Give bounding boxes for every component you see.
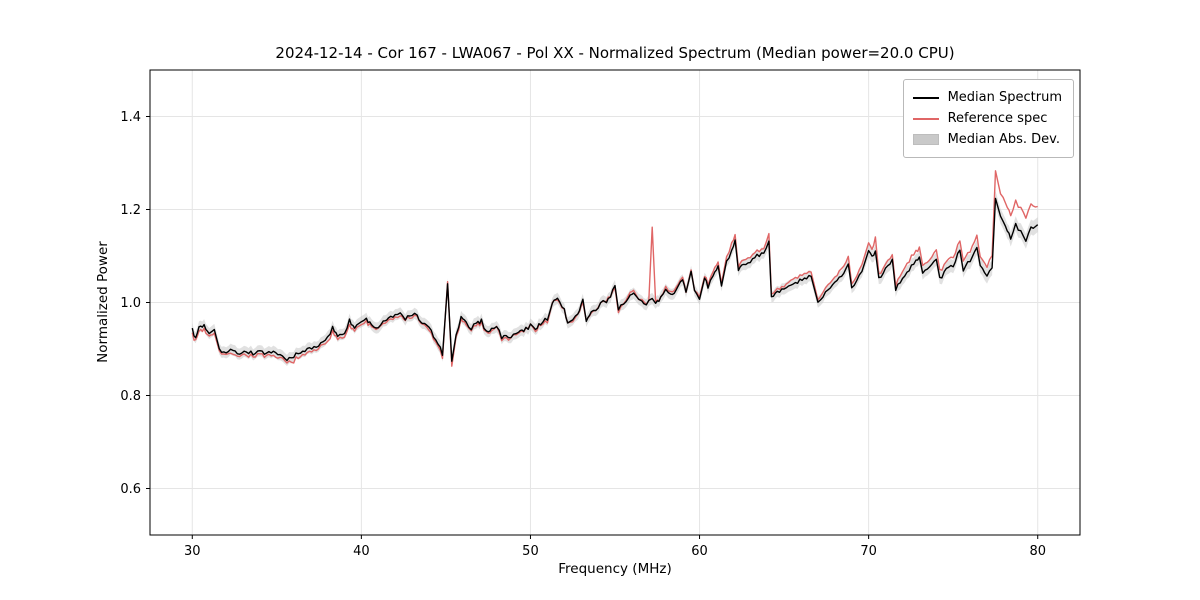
x-axis-label: Frequency (MHz): [558, 561, 672, 577]
svg-text:40: 40: [353, 544, 370, 559]
svg-text:30: 30: [184, 544, 201, 559]
svg-text:50: 50: [522, 544, 539, 559]
median-line-swatch: [912, 96, 939, 99]
legend-item-reference-spec: Reference spec: [912, 108, 1062, 129]
legend-label-reference: Reference spec: [947, 111, 1048, 126]
svg-text:60: 60: [691, 544, 708, 559]
legend-item-median-spectrum: Median Spectrum: [912, 87, 1062, 108]
svg-text:1.0: 1.0: [120, 296, 141, 311]
svg-text:0.8: 0.8: [120, 389, 141, 404]
svg-text:1.4: 1.4: [120, 110, 141, 125]
legend: Median Spectrum Reference spec Median Ab…: [902, 79, 1074, 158]
legend-item-median-abs-dev: Median Abs. Dev.: [912, 129, 1062, 150]
mad-band-swatch: [912, 134, 939, 145]
svg-text:70: 70: [860, 544, 877, 559]
legend-label-median: Median Spectrum: [947, 90, 1062, 105]
svg-text:80: 80: [1029, 544, 1046, 559]
svg-text:1.2: 1.2: [120, 203, 141, 218]
reference-line-swatch: [912, 117, 939, 120]
chart-title: 2024-12-14 - Cor 167 - LWA067 - Pol XX -…: [275, 44, 955, 62]
svg-text:0.6: 0.6: [120, 482, 141, 497]
y-axis-label: Normalized Power: [95, 241, 111, 363]
legend-label-mad: Median Abs. Dev.: [947, 132, 1061, 147]
